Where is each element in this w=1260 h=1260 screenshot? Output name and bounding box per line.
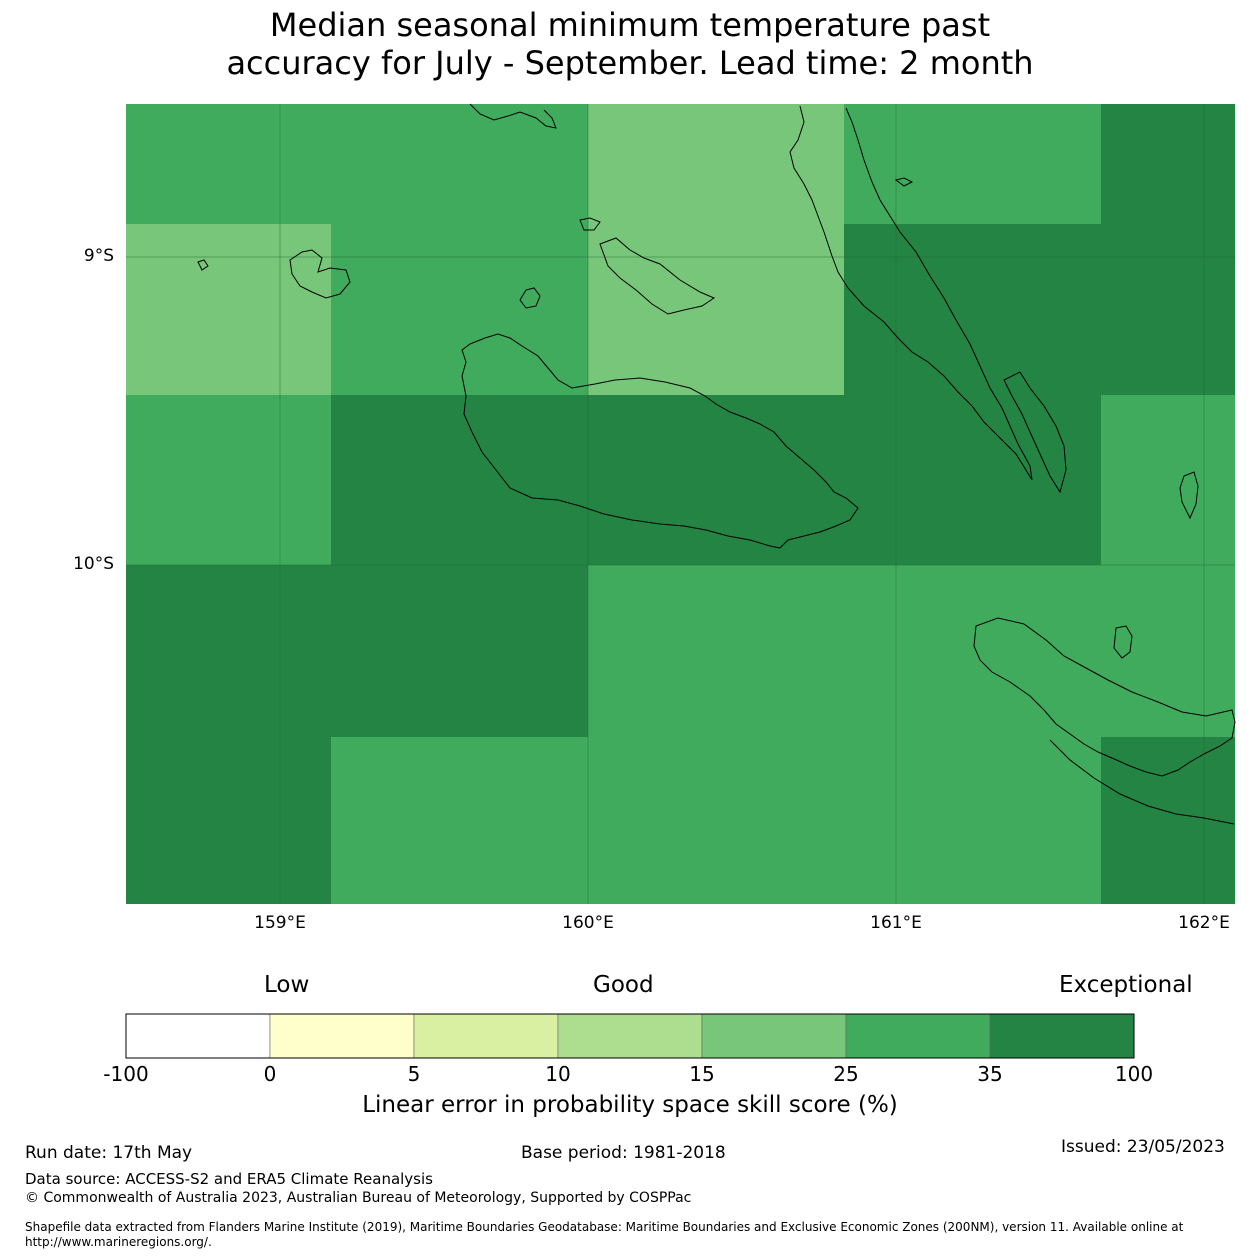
run-date: Run date: 17th May — [25, 1143, 193, 1163]
colorbar-segment — [413, 1013, 559, 1059]
lon-label-159e: 159°E — [254, 913, 306, 933]
grid-cell — [126, 224, 331, 395]
colorbar-tick-label: 35 — [977, 1062, 1003, 1086]
grid-cell — [588, 565, 1235, 737]
colorbar-segment — [125, 1013, 271, 1059]
colorbar-tick-label: 100 — [1114, 1062, 1154, 1086]
title-line-2: accuracy for July - September. Lead time… — [226, 44, 1034, 82]
map-gridlines — [126, 104, 1235, 904]
colorbar-segment — [845, 1013, 991, 1059]
colorbar-segment — [989, 1013, 1135, 1059]
colorbar-frame — [125, 1013, 1135, 1059]
grid-cell — [588, 104, 844, 395]
lat-label-9s: 9°S — [83, 246, 114, 266]
grid-cell — [126, 395, 331, 565]
grid-cell — [844, 224, 1235, 395]
grid-cell — [1101, 395, 1235, 565]
colorbar-segment — [701, 1013, 847, 1059]
colorbar — [125, 1013, 1135, 1059]
northern-reef — [469, 103, 557, 129]
shapefile-credit: Shapefile data extracted from Flanders M… — [25, 1220, 1184, 1249]
colorbar-segment — [269, 1013, 415, 1059]
florida-islet — [579, 217, 601, 231]
copyright: © Commonwealth of Australia 2023, Austra… — [25, 1190, 692, 1206]
makira-south-coastline — [1049, 739, 1235, 825]
grid-cell — [1101, 737, 1235, 904]
skill-grid — [126, 104, 1235, 904]
colorbar-tick-label: 5 — [407, 1062, 421, 1086]
makira-coastline — [973, 617, 1236, 777]
grid-cell — [331, 737, 1101, 904]
florida-islands — [599, 237, 716, 315]
lon-label-162e: 162°E — [1178, 913, 1230, 933]
guadalcanal-coastline — [461, 333, 859, 549]
grid-cell — [844, 104, 1101, 224]
colorbar-heading-low: Low — [264, 972, 310, 998]
colorbar-tick-label: 25 — [833, 1062, 859, 1086]
savo-island — [519, 287, 541, 309]
title-line-1: Median seasonal minimum temperature past — [269, 6, 991, 44]
colorbar-heading-good: Good — [593, 972, 654, 998]
base-period: Base period: 1981-2018 — [521, 1143, 726, 1163]
coastlines — [197, 103, 1236, 825]
lon-label-160e: 160°E — [562, 913, 614, 933]
grid-cell — [331, 224, 588, 395]
issued-date: Issued: 23/05/2023 — [1061, 1137, 1225, 1157]
lat-label-10s: 10°S — [73, 554, 114, 574]
malaita-coastline — [789, 105, 1033, 481]
colorbar-tick-label: -100 — [103, 1062, 149, 1086]
colorbar-tick-label: 15 — [689, 1062, 715, 1086]
grid-cell — [1101, 104, 1235, 224]
grid-cell — [126, 737, 331, 904]
colorbar-segment — [557, 1013, 703, 1059]
colorbar-heading-exceptional: Exceptional — [1059, 972, 1193, 998]
grid-cell — [126, 104, 588, 224]
eastern-islet — [1179, 471, 1199, 520]
data-source: Data source: ACCESS-S2 and ERA5 Climate … — [25, 1170, 433, 1188]
grid-cell — [126, 565, 588, 737]
colorbar-tick-label: 10 — [545, 1062, 571, 1086]
lon-label-161e: 161°E — [870, 913, 922, 933]
chart-title: Median seasonal minimum temperature past… — [0, 6, 1260, 82]
western-islet — [197, 259, 209, 271]
colorbar-tick-label: 0 — [263, 1062, 277, 1086]
small-malaita-coastline — [1003, 371, 1067, 494]
colorbar-label: Linear error in probability space skill … — [362, 1092, 898, 1118]
ulawa-island — [1113, 625, 1133, 659]
russell-islands — [289, 249, 351, 299]
north-coast-bay — [894, 177, 914, 187]
grid-cell — [331, 395, 1101, 565]
